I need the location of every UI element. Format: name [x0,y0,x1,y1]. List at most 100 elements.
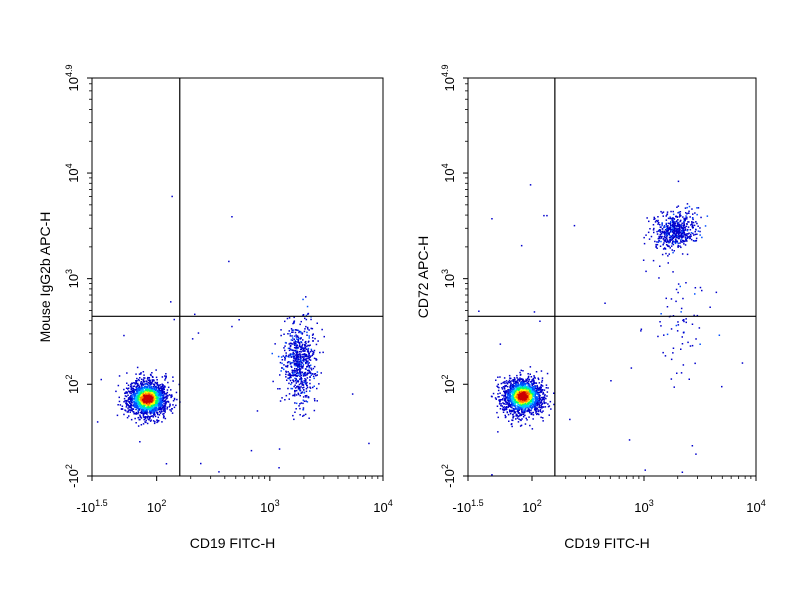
data-point [135,381,137,383]
data-point [308,417,310,419]
data-point [123,388,125,391]
data-point [536,393,539,395]
data-point [313,357,316,360]
data-point [686,234,688,237]
data-point [299,375,301,378]
data-point [643,242,646,245]
data-point [298,363,301,366]
data-point [147,396,149,398]
data-point [540,384,542,386]
data-point [503,408,506,410]
data-point [536,391,538,394]
data-point [136,366,139,369]
data-point [147,384,150,387]
data-point [285,355,287,358]
data-point [293,320,296,322]
data-point [191,338,194,340]
data-point [319,351,321,354]
data-point [530,413,533,416]
data-point [604,302,606,304]
data-point [662,230,664,233]
data-point [136,385,138,387]
data-point [294,344,297,346]
data-point [698,327,701,329]
data-point [652,224,655,226]
data-point [157,408,160,411]
data-point [510,377,512,380]
data-point [300,341,302,343]
data-point [668,236,671,239]
data-point [304,345,306,347]
data-point [512,403,515,406]
data-point [137,412,139,415]
data-point [528,393,531,395]
data-point [529,384,531,386]
data-point [668,245,670,247]
data-point [154,409,157,412]
data-point [524,402,526,404]
data-point [534,396,536,398]
data-point [285,376,287,378]
data-point [530,392,532,394]
data-point [517,410,519,413]
data-point [159,412,162,414]
data-point [510,384,512,386]
data-point [538,403,540,406]
data-point [287,361,290,363]
data-point [146,417,149,419]
data-point [537,403,539,405]
data-point [164,403,167,405]
data-point [665,222,668,225]
data-point [164,417,167,420]
data-point [676,231,679,233]
data-point [143,412,146,414]
data-point [132,405,134,407]
data-point [533,381,535,384]
data-point [507,406,509,408]
data-point [517,396,519,399]
data-point [663,226,665,229]
data-point [537,409,539,411]
data-point [534,405,536,408]
y-tick-label: 103 [64,269,81,288]
data-point [684,219,686,222]
data-point [509,412,512,415]
data-point [135,422,137,424]
data-point [138,396,140,398]
data-point [294,340,296,342]
data-point [530,381,532,383]
data-point [297,387,300,389]
data-point [300,365,302,367]
data-point [133,390,135,393]
data-point [165,401,168,403]
data-point [130,387,132,389]
data-point [523,392,525,395]
data-point [677,244,679,247]
data-point [304,395,307,397]
data-point [520,407,522,409]
data-point [146,402,148,404]
x-axis-label: CD19 FITC-H [564,535,650,551]
data-point [677,235,679,238]
data-point [518,406,521,409]
data-point [283,333,285,335]
data-point [697,225,699,227]
data-point [153,412,156,414]
data-point [142,387,145,390]
data-point [127,407,129,409]
data-point [163,400,165,402]
data-point [533,401,536,403]
data-point [298,405,300,407]
data-point [132,408,134,410]
data-point [541,403,543,406]
data-point [519,387,521,389]
data-point [512,396,514,399]
data-point [147,398,150,401]
data-point [675,240,677,243]
data-point [643,236,645,239]
data-point [136,391,138,393]
data-point [299,373,301,376]
data-point [674,230,676,232]
data-point [297,392,299,395]
data-point [125,406,128,408]
